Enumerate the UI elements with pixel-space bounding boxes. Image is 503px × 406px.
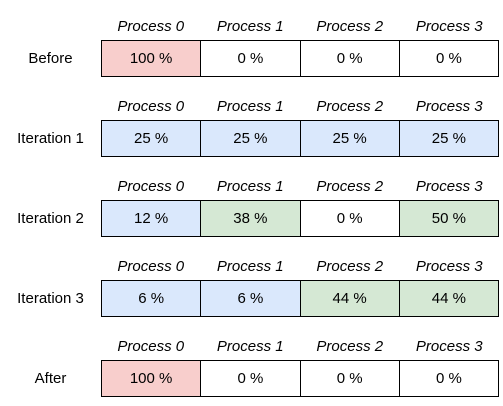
value-cell: 100 %	[102, 41, 201, 76]
row-before: Process 0 Process 1 Process 2 Process 3 …	[0, 17, 503, 79]
cell-row: 100 % 0 % 0 % 0 %	[101, 360, 499, 397]
process-header: Process 2	[316, 338, 384, 355]
process-header: Process 0	[117, 258, 185, 275]
process-header: Process 2	[316, 258, 384, 275]
value-cell: 44 %	[398, 281, 498, 316]
value-cell: 25 %	[299, 121, 399, 156]
process-headers: Process 0 Process 1 Process 2 Process 3	[101, 17, 499, 37]
value-cell: 25 %	[102, 121, 201, 156]
row-label: After	[34, 370, 67, 387]
cell-row: 6 % 6 % 44 % 44 %	[101, 280, 499, 317]
process-header: Process 3	[415, 178, 483, 195]
cell-row: 100 % 0 % 0 % 0 %	[101, 40, 499, 77]
row-iteration-1: Process 0 Process 1 Process 2 Process 3 …	[0, 97, 503, 159]
process-header: Process 1	[216, 18, 284, 35]
value-cell: 0 %	[299, 201, 399, 236]
value-cell: 0 %	[299, 41, 399, 76]
row-after: Process 0 Process 1 Process 2 Process 3 …	[0, 337, 503, 399]
value-cell: 25 %	[200, 121, 300, 156]
value-cell: 12 %	[102, 201, 201, 236]
process-header: Process 2	[316, 18, 384, 35]
process-header: Process 2	[316, 178, 384, 195]
process-header: Process 1	[216, 98, 284, 115]
row-label: Before	[28, 50, 73, 67]
process-header: Process 3	[415, 18, 483, 35]
row-iteration-2: Process 0 Process 1 Process 2 Process 3 …	[0, 177, 503, 239]
value-cell: 0 %	[398, 361, 498, 396]
row-label: Iteration 1	[17, 130, 84, 147]
value-cell: 44 %	[299, 281, 399, 316]
cell-row: 12 % 38 % 0 % 50 %	[101, 200, 499, 237]
value-cell: 0 %	[398, 41, 498, 76]
value-cell: 25 %	[398, 121, 498, 156]
process-header: Process 3	[415, 258, 483, 275]
value-cell: 0 %	[200, 41, 300, 76]
cell-row: 25 % 25 % 25 % 25 %	[101, 120, 499, 157]
process-headers: Process 0 Process 1 Process 2 Process 3	[101, 337, 499, 357]
value-cell: 100 %	[102, 361, 201, 396]
process-header: Process 1	[216, 178, 284, 195]
value-cell: 6 %	[200, 281, 300, 316]
process-header: Process 0	[117, 338, 185, 355]
process-header: Process 3	[415, 98, 483, 115]
row-label: Iteration 3	[17, 290, 84, 307]
process-header: Process 0	[117, 18, 185, 35]
process-header: Process 2	[316, 98, 384, 115]
process-headers: Process 0 Process 1 Process 2 Process 3	[101, 97, 499, 117]
process-header: Process 1	[216, 258, 284, 275]
value-cell: 0 %	[200, 361, 300, 396]
value-cell: 38 %	[200, 201, 300, 236]
row-iteration-3: Process 0 Process 1 Process 2 Process 3 …	[0, 257, 503, 319]
process-headers: Process 0 Process 1 Process 2 Process 3	[101, 177, 499, 197]
process-header: Process 0	[117, 98, 185, 115]
process-header: Process 3	[415, 338, 483, 355]
value-cell: 6 %	[102, 281, 201, 316]
process-header: Process 1	[216, 338, 284, 355]
value-cell: 0 %	[299, 361, 399, 396]
value-cell: 50 %	[398, 201, 498, 236]
process-header: Process 0	[117, 178, 185, 195]
process-headers: Process 0 Process 1 Process 2 Process 3	[101, 257, 499, 277]
row-label: Iteration 2	[17, 210, 84, 227]
